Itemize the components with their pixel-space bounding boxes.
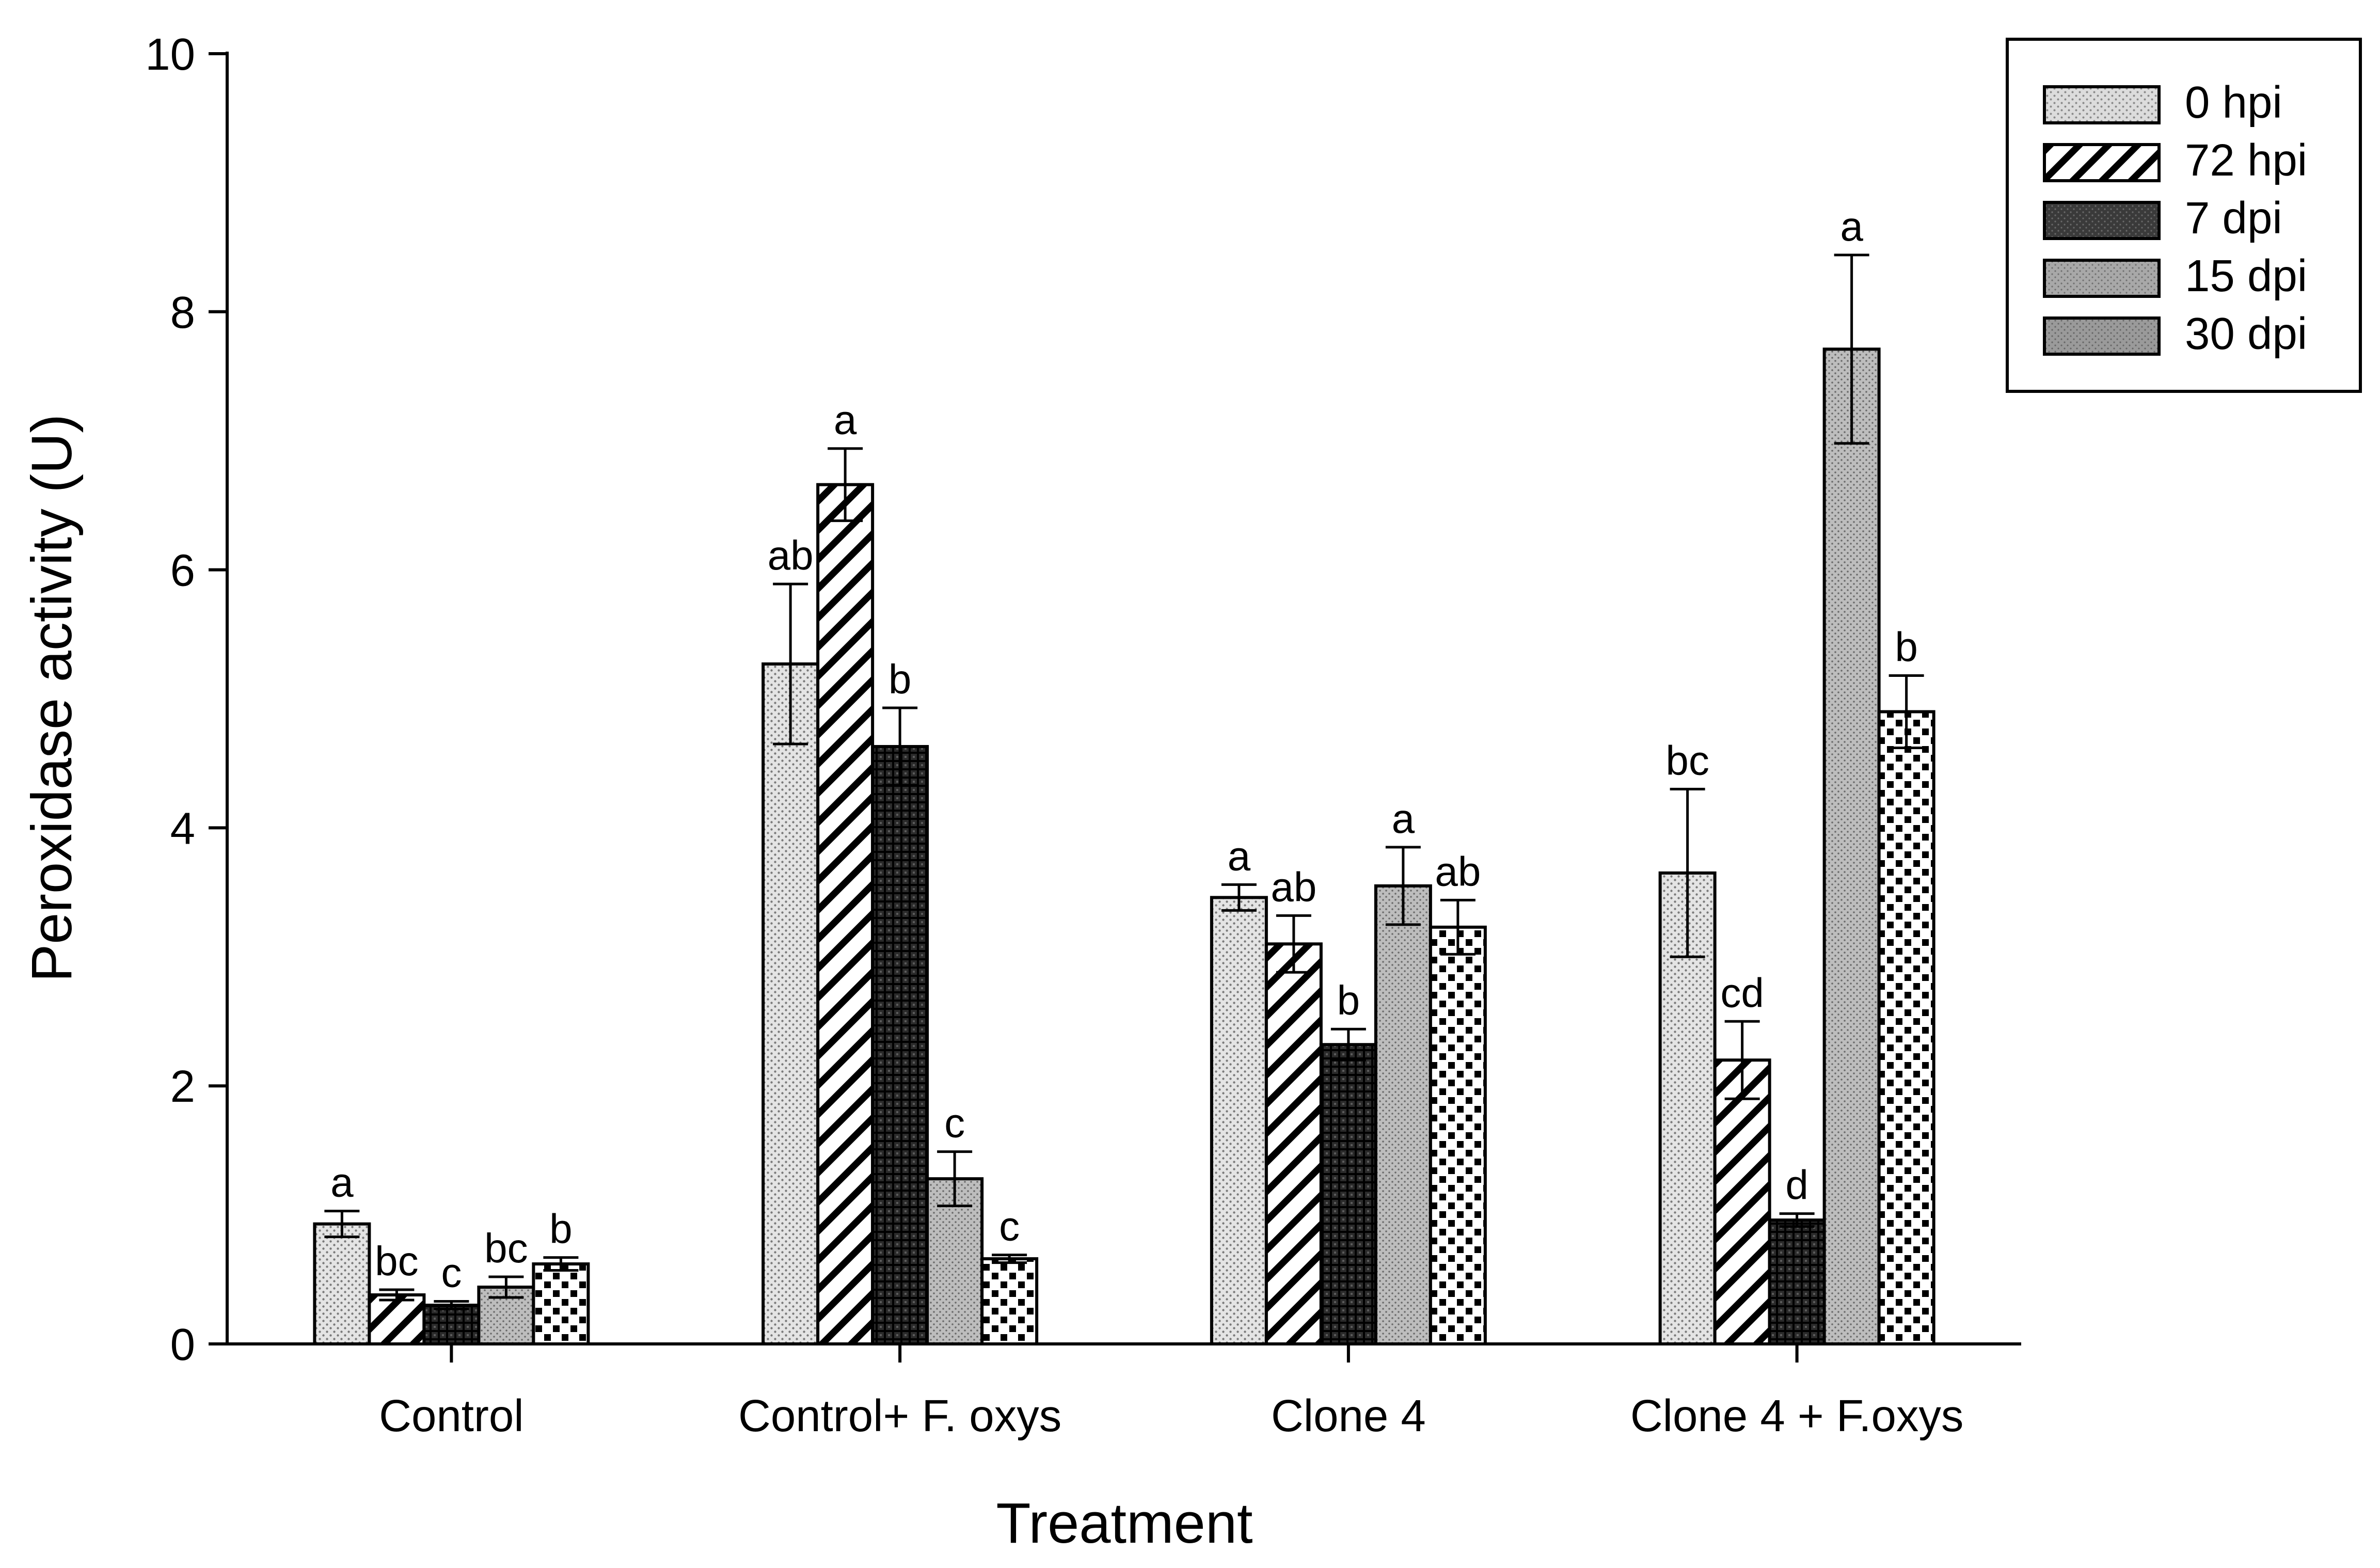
y-tick-label: 8	[170, 288, 195, 338]
y-tick-label: 2	[170, 1062, 195, 1112]
bar	[761, 662, 820, 1345]
x-axis-ticks: Control Control+ F. oxys Clone 4 Clone 4 + …	[379, 1344, 1963, 1441]
x-category-label: Control	[379, 1391, 523, 1441]
legend-swatch	[2043, 143, 2161, 182]
significance-letter: ab	[1271, 864, 1316, 910]
y-axis-title: Peroxidase activity (U)	[20, 414, 84, 982]
significance-letter: cd	[1720, 970, 1764, 1016]
bar	[1713, 1058, 1771, 1345]
significance-letter: d	[1785, 1162, 1808, 1208]
legend-label: 72 hpi	[2185, 135, 2307, 185]
significance-letter: a	[1392, 796, 1415, 842]
bar	[871, 745, 929, 1345]
significance-letter: a	[834, 397, 857, 443]
significance-letter: a	[330, 1160, 354, 1206]
bar	[1877, 710, 1935, 1345]
bar	[980, 1257, 1039, 1345]
bar	[816, 483, 875, 1345]
bar	[313, 1222, 371, 1346]
significance-letter: b	[888, 656, 912, 702]
legend-label: 30 dpi	[2185, 309, 2307, 359]
x-category-label: Clone 4	[1271, 1391, 1426, 1441]
y-tick-label: 6	[170, 546, 195, 596]
legend-label: 0 hpi	[2185, 77, 2282, 128]
significance-letter: b	[1337, 977, 1360, 1023]
x-axis-title: Treatment	[996, 1492, 1252, 1555]
legend-swatch	[2043, 85, 2161, 124]
significance-letter: bc	[1665, 737, 1709, 783]
bar	[422, 1304, 481, 1346]
significance-letter: b	[549, 1206, 573, 1252]
significance-letter: ab	[768, 532, 814, 578]
legend-swatch	[2043, 316, 2161, 356]
bar	[1264, 942, 1323, 1346]
error-bars	[324, 254, 1924, 1311]
x-category-label: Control+ F. oxys	[738, 1391, 1061, 1441]
legend-swatch	[2043, 201, 2161, 240]
significance-letter: b	[1895, 624, 1918, 670]
legend-swatch	[2043, 259, 2161, 298]
y-tick-label: 4	[170, 803, 195, 853]
significance-letter: bc	[484, 1225, 528, 1271]
x-category-label: Clone 4 + F.oxys	[1630, 1391, 1964, 1441]
bar	[1210, 896, 1268, 1345]
legend: 0 hpi 72 hpi 7 dpi 15 dpi 30 dpi	[2006, 38, 2362, 393]
significance-letter: bc	[375, 1238, 419, 1284]
y-axis-ticks: 0 2 4 6 8 10	[145, 29, 227, 1370]
bar	[1429, 925, 1487, 1345]
bar	[1822, 347, 1881, 1345]
bar	[532, 1262, 590, 1346]
legend-label: 15 dpi	[2185, 251, 2307, 301]
legend-items: 0 hpi 72 hpi 7 dpi 15 dpi 30 dpi	[2043, 77, 2307, 359]
legend-label: 7 dpi	[2185, 193, 2282, 243]
significance-letter: c	[999, 1203, 1020, 1249]
bar	[1319, 1043, 1377, 1346]
significance-letter: a	[1228, 833, 1251, 879]
bar	[1374, 884, 1432, 1345]
bars	[313, 347, 1935, 1346]
significance-letter: c	[441, 1250, 462, 1296]
significance-letter: c	[944, 1100, 965, 1146]
y-tick-label: 10	[145, 29, 195, 80]
y-tick-label: 0	[170, 1320, 195, 1370]
bar	[1768, 1218, 1826, 1345]
significance-letter: a	[1840, 203, 1863, 249]
significance-letter: ab	[1435, 848, 1481, 894]
bar	[368, 1293, 426, 1346]
